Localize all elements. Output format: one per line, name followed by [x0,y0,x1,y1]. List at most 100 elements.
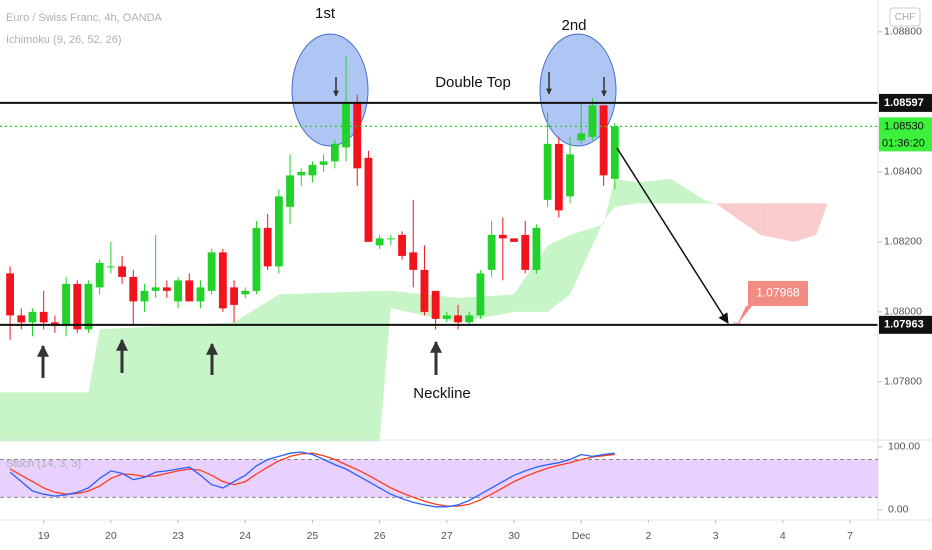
projection-arrow [616,147,729,324]
candle-body [487,234,496,270]
candle-body [498,234,507,239]
candle-body [196,287,205,302]
candle-body [95,262,104,288]
candle-body [263,227,272,267]
cloud-segment [715,203,761,235]
candle-body [140,290,149,302]
x-tick-label: 2 [645,530,651,542]
currency-box[interactable] [889,7,921,27]
candle-body [364,157,373,242]
target-box [737,281,808,325]
candle-body [151,287,160,291]
stoch-tick-label: 100.00 [888,441,920,453]
cloud-segment [670,178,705,204]
candle-body [532,227,541,270]
candle-body [442,315,451,319]
candle-body [409,252,418,270]
candle-body [566,154,574,197]
levels: 1.08597 1.07963 1.08530 01:36:20 [0,93,932,334]
candle-body [521,234,530,270]
y-tick-label: 1.08200 [884,236,922,248]
candle-body [420,269,429,312]
cloud-segment [570,220,604,295]
candle-body [84,283,93,330]
last-price-label: 1.08530 [884,120,924,132]
candle-body [118,266,126,277]
cloud-segment [88,329,100,442]
stoch-band [0,459,878,498]
candle-body [543,143,552,200]
stoch-tick-label: 0.00 [888,504,909,516]
candle-body [218,252,227,309]
candle-body [185,280,194,302]
level-label: 1.08597 [884,97,924,109]
x-tick-label: Dec [572,530,591,542]
candle-body [162,287,171,291]
cloud-segment [379,290,391,442]
candle-body [476,273,485,316]
candle-body [297,171,306,176]
cloud-segment [99,322,235,442]
annotation: 1st [315,5,336,22]
x-tick-label: 20 [105,530,117,542]
cloud-segment [614,178,638,207]
x-tick-label: 27 [441,530,453,542]
candle-body [386,238,395,240]
target-label: 1.07968 [756,286,800,300]
cloud-segment [0,392,89,442]
candle-body [431,290,440,319]
stoch-line [9,452,615,507]
stoch-label: Stoch (14, 3, 3) [6,458,81,470]
level-label: 1.07963 [884,319,924,331]
candle-body [330,143,339,162]
x-tick-label: 3 [713,530,719,542]
cloud-segment [603,178,615,225]
candle-body [129,276,138,302]
candle-body [174,280,182,302]
last-price-box [879,117,932,152]
x-tick-label: 7 [847,530,853,542]
annotation: Double Top [435,74,511,91]
candle-body [375,238,384,246]
x-tick-label: 30 [508,530,520,542]
candle-body [465,315,474,323]
countdown: 01:36:20 [882,137,925,149]
level-box [879,315,932,334]
cloud-segment [637,178,671,204]
cloud-segment [704,199,716,204]
cloud-segment [827,192,873,204]
cloud-segment [278,290,380,442]
candle-body [6,273,14,316]
candle-body [510,238,518,242]
x-tick-label: 4 [780,530,786,542]
candle-body [28,311,37,323]
candle-body [230,287,238,305]
candles [6,56,619,340]
cloud-segment [794,203,817,242]
candle-body [207,252,216,291]
cloud-segment [816,203,828,235]
stoch-line [9,451,615,508]
candle-body [39,311,48,323]
chart-title: Euro / Swiss Franc, 4h, OANDA [6,12,163,24]
candle-body [610,126,619,179]
currency[interactable]: CHF [895,12,916,23]
cloud-segment [547,234,571,312]
x-tick-label: 26 [374,530,386,542]
indicator-label: Ichimoku (9, 26, 52, 26) [6,34,122,46]
candle-body [62,283,70,326]
cloud-segment [234,294,279,442]
y-tick-label: 1.08800 [884,26,922,38]
level-box [879,93,932,112]
candle-body [577,133,586,141]
candle-body [342,101,350,148]
candle-body [554,143,563,211]
candle-body [106,266,115,268]
candle-body [73,283,82,330]
stoch-pane [0,451,878,508]
drawings: 1st 2nd Double Top Neckline 1.07968 [37,5,808,402]
candle-body [353,101,362,169]
y-tick-label: 1.08400 [884,166,922,178]
candle-body [599,105,608,176]
